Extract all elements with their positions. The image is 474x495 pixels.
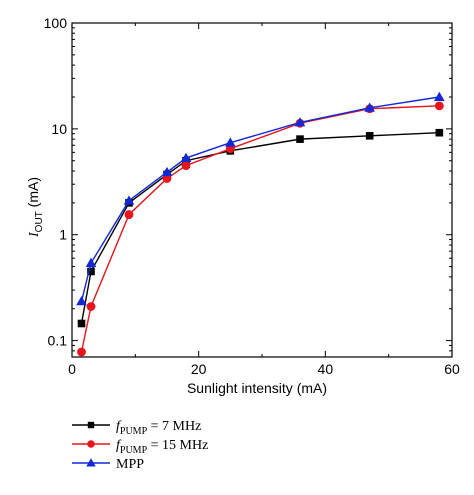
data-point-triangle — [123, 195, 135, 205]
legend-item-2: fPUMP = 15 MHz — [72, 438, 208, 456]
legend-label-value: = 7 MHz — [147, 419, 201, 434]
data-point-triangle — [161, 166, 173, 177]
x-tick-label: 0 — [68, 361, 76, 377]
legend-label-subscript: PUMP — [120, 445, 148, 456]
y-axis-label: IOUT (mA) — [25, 177, 45, 238]
data-point-triangle — [180, 152, 192, 163]
legend-label-symbol: f — [116, 438, 122, 453]
y-axis-label-subscript: OUT — [34, 211, 45, 232]
y-tick-label: 100 — [44, 15, 68, 31]
data-point-circle — [181, 161, 191, 170]
legend-marker — [87, 421, 95, 429]
series-1 — [77, 128, 444, 328]
x-tick-label: 60 — [444, 361, 460, 377]
data-point-triangle — [225, 137, 236, 147]
x-tick-label: 20 — [191, 361, 207, 377]
legend-label: MPP — [116, 457, 144, 472]
y-axis-label-unit: (mA) — [25, 177, 41, 211]
legend-label-value: = 15 MHz — [147, 438, 208, 453]
legend-item-1: fPUMP = 7 MHz — [72, 419, 201, 437]
data-point-square — [435, 128, 444, 137]
y-tick-label: 0.1 — [48, 333, 68, 349]
data-point-square — [77, 319, 86, 328]
series-3 — [76, 91, 445, 306]
series-2 — [77, 101, 444, 357]
data-point-circle — [86, 302, 96, 311]
data-point-triangle — [85, 257, 97, 268]
data-point-square — [87, 267, 95, 276]
data-point-circle — [434, 101, 444, 111]
y-tick-label: 1 — [59, 227, 67, 243]
data-point-circle — [162, 174, 172, 183]
legend-item-3: MPP — [72, 457, 144, 472]
series-line — [80, 96, 440, 302]
plot-frame — [71, 22, 453, 358]
data-point-square — [296, 135, 304, 143]
data-point-circle — [124, 210, 134, 219]
x-axis-label: Sunlight intensity (mA) — [187, 380, 327, 396]
legend-marker — [86, 458, 96, 467]
data-point-circle — [77, 347, 86, 357]
y-axis-label-symbol: I — [27, 231, 42, 238]
legend-label: fPUMP = 7 MHz — [116, 419, 201, 437]
legend-label-subscript: PUMP — [120, 426, 148, 437]
legend-label: fPUMP = 15 MHz — [116, 438, 208, 456]
x-tick-label: 40 — [318, 361, 334, 377]
data-point-triangle — [294, 117, 306, 127]
data-point-square — [365, 132, 374, 140]
series-line — [80, 132, 440, 324]
data-point-triangle — [434, 91, 445, 101]
data-point-triangle — [76, 296, 87, 306]
legend-label-symbol: f — [116, 419, 122, 434]
legend-marker — [87, 440, 95, 448]
series-line — [80, 105, 440, 353]
data-point-triangle — [364, 102, 375, 112]
y-tick-label: 10 — [51, 121, 67, 137]
